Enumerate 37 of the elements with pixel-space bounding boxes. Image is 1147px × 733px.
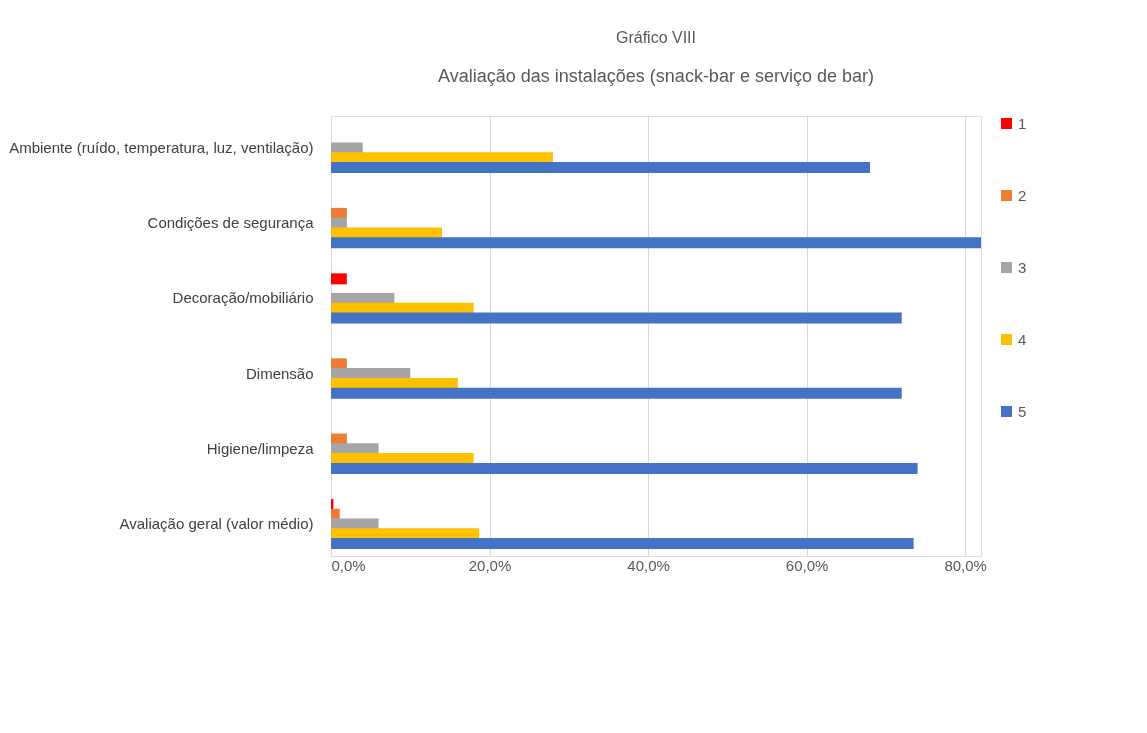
bar xyxy=(331,292,395,304)
legend-label: 4 xyxy=(1018,330,1027,348)
chart-title: Gráfico VIII xyxy=(615,29,697,46)
bar xyxy=(331,377,458,389)
legend-label: 1 xyxy=(1018,114,1027,132)
bar xyxy=(331,508,340,520)
legend-label: 5 xyxy=(1018,402,1027,420)
chart-subtitle: Avaliação das instalações (snack-bar e serviço de bar) xyxy=(438,66,874,86)
bar xyxy=(331,462,918,474)
x-tick-label: 20,0% xyxy=(468,556,512,574)
y-tick-label: Avaliação geral (valor médio) xyxy=(119,515,314,533)
bar xyxy=(331,368,411,380)
bar xyxy=(331,443,379,455)
bar xyxy=(331,227,442,239)
legend-label: 2 xyxy=(1018,186,1027,204)
bar xyxy=(331,387,902,399)
bar xyxy=(331,358,347,370)
y-tick-label: Ambiente (ruído, temperatura, luz, ventilação) xyxy=(9,138,314,156)
y-tick-label: Higiene/limpeza xyxy=(206,439,315,457)
legend-label: 3 xyxy=(1018,258,1027,276)
x-tick-label: 0,0% xyxy=(331,556,366,574)
x-tick-label: 80,0% xyxy=(944,556,987,574)
bar xyxy=(331,142,363,154)
bar xyxy=(331,207,347,219)
bar xyxy=(331,453,474,465)
bar xyxy=(331,538,914,550)
x-tick-label: 40,0% xyxy=(627,556,670,574)
y-tick-label: Dimensão xyxy=(245,364,314,382)
y-tick-label: Decoração/mobiliário xyxy=(172,289,314,307)
bar xyxy=(331,528,480,540)
bar xyxy=(331,237,981,249)
bar xyxy=(331,152,553,164)
y-tick-label: Condições de segurança xyxy=(147,214,315,232)
bar xyxy=(331,273,347,285)
bar xyxy=(331,162,871,174)
bar xyxy=(331,312,902,324)
x-tick-label: 60,0% xyxy=(785,556,829,574)
